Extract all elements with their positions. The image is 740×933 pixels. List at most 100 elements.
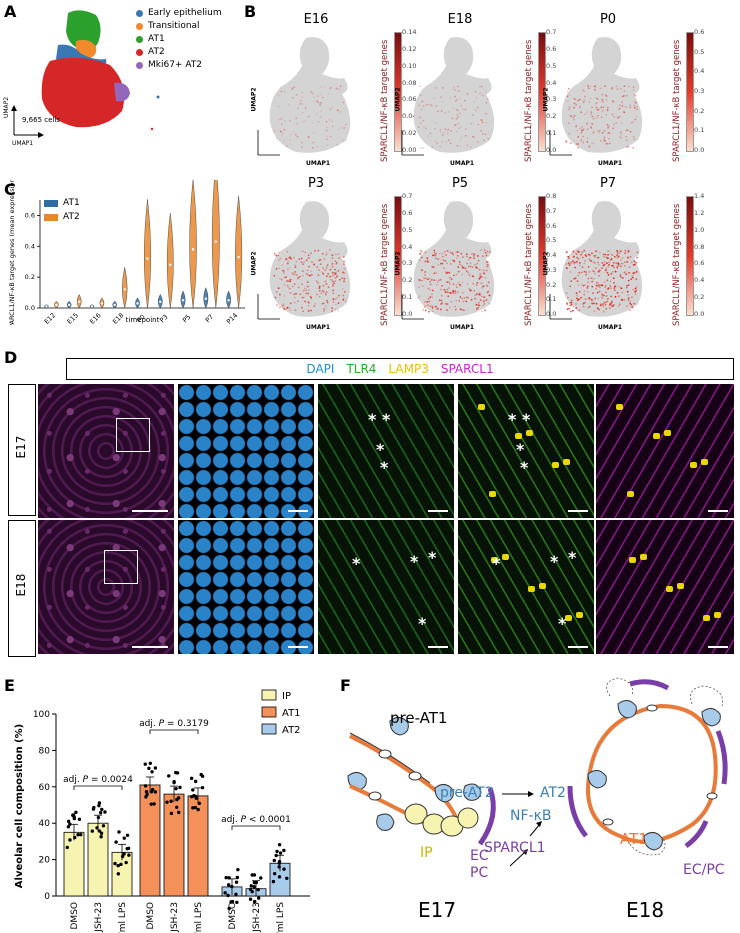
lamp3-puncta [666, 586, 673, 592]
legend-label: Transitional [148, 21, 200, 31]
row-box-e17 [8, 384, 36, 516]
lamp3-puncta [664, 430, 671, 436]
lamp3-puncta [539, 583, 546, 589]
data-point [252, 880, 257, 885]
colorbar-tick: 0.8 [546, 192, 557, 200]
umap-xaxis: UMAP1 [598, 324, 623, 331]
data-point [248, 897, 253, 901]
data-point [116, 863, 120, 868]
data-point [277, 865, 281, 869]
scale-bar [708, 646, 728, 648]
scale-bar [288, 646, 308, 648]
violin-median [204, 297, 208, 300]
data-point [193, 779, 198, 784]
panel-a-yaxis: UMAP2 [3, 96, 11, 119]
data-point [227, 906, 231, 911]
label-ip: IP [420, 845, 433, 861]
data-point [277, 843, 282, 847]
data-point [143, 784, 148, 788]
micrograph-panel [596, 384, 734, 518]
data-point [234, 880, 239, 884]
data-point [191, 806, 195, 810]
colorbar-tick: 0.1 [694, 126, 705, 135]
data-point [194, 796, 199, 801]
legend-swatch [261, 723, 277, 735]
umap-plot [549, 201, 643, 320]
y-axis-label: SPARCL1/NF-κB target genes (mean express… [8, 180, 16, 325]
violin-median [214, 240, 218, 243]
data-point [175, 797, 179, 802]
umap-xaxis: UMAP1 [306, 160, 331, 167]
colorbar [686, 32, 694, 152]
data-point [124, 860, 128, 865]
colorbar-tick: 0.00 [402, 146, 417, 154]
channel-label: LAMP3 [388, 362, 429, 376]
data-point [174, 770, 178, 775]
colorbar-tick: 0.7 [546, 206, 557, 215]
colorbar-tick: 1.0 [694, 225, 705, 234]
violin-median [67, 303, 71, 307]
asterisk-marker: * [550, 552, 559, 571]
x-tick-label: E12 [43, 311, 57, 325]
data-point [285, 876, 289, 880]
data-point [257, 896, 261, 900]
legend-label: Mki67+ AT2 [148, 60, 203, 70]
row-box-e18 [8, 520, 36, 657]
colorbar-tick: 0.6 [694, 28, 705, 36]
data-point [103, 810, 107, 814]
data-point [193, 805, 198, 810]
umap-yaxis: UMAP2 [394, 87, 402, 112]
label-nfkb: NF-κB [510, 808, 552, 824]
y-tick-label: 0.0 [25, 304, 35, 312]
x-tick-label: 50 ng/ml LPS [276, 902, 286, 933]
y-tick-label: 0 [44, 892, 50, 902]
asterisk-marker: * [380, 458, 389, 477]
colorbar-tick: 0.0 [694, 146, 705, 154]
data-point [125, 833, 130, 838]
data-point [145, 792, 149, 797]
label-at2: AT2 [540, 785, 566, 801]
micrograph-panel [596, 520, 734, 654]
asterisk-marker: * [568, 548, 577, 567]
x-axis-label: timepoint [126, 316, 160, 324]
colorbar-tick: 0.5 [546, 61, 557, 70]
violin-chart: 0.6 0.4 0.2 0.0 E12 E15 E16 E18 P0 P3 P5 P7 P14 timep… [8, 180, 245, 325]
legend-label: AT1 [63, 198, 80, 208]
colorbar-tick: 0.7 [546, 28, 557, 36]
colorbar-label: SPARCL1/NF-κB target genes [380, 39, 390, 162]
data-point [223, 891, 227, 895]
violin-median [77, 300, 81, 304]
x-tick-label: DMSO [146, 902, 156, 930]
colorbar-tick: 0.4 [546, 251, 557, 259]
data-point [177, 810, 181, 815]
lamp3-puncta [701, 459, 708, 465]
data-point [249, 884, 253, 888]
bar [139, 784, 161, 897]
lamp3-puncta [616, 404, 623, 410]
colorbar-tick: 0.6 [546, 44, 557, 53]
asterisk-marker: * [382, 410, 391, 429]
x-tick-label: E16 [88, 311, 102, 325]
data-point [90, 829, 95, 833]
lamp3-puncta [640, 554, 647, 560]
data-point [74, 810, 78, 815]
legend-item: AT1 [136, 34, 165, 44]
data-point [169, 799, 173, 803]
colorbar-tick: 0.8 [694, 242, 705, 251]
colorbar-tick: 0.1 [546, 295, 557, 304]
data-point [127, 853, 131, 857]
data-point [122, 836, 126, 840]
micrograph-panel: * * * * [458, 384, 594, 518]
micrograph-panel [38, 384, 174, 518]
umap-xaxis: UMAP1 [450, 160, 475, 167]
colorbar-tick: 0.2 [694, 293, 705, 302]
panel-e-label: E [4, 676, 15, 695]
scale-bar [428, 646, 448, 648]
data-point [147, 766, 151, 771]
legend-label: Early epithelium [148, 8, 222, 18]
colorbar [394, 32, 402, 152]
colorbar-tick: 0.2 [402, 276, 413, 285]
colorbar [538, 32, 546, 152]
umap-title: E18 [447, 12, 473, 27]
panel-f-label: F [340, 676, 351, 695]
